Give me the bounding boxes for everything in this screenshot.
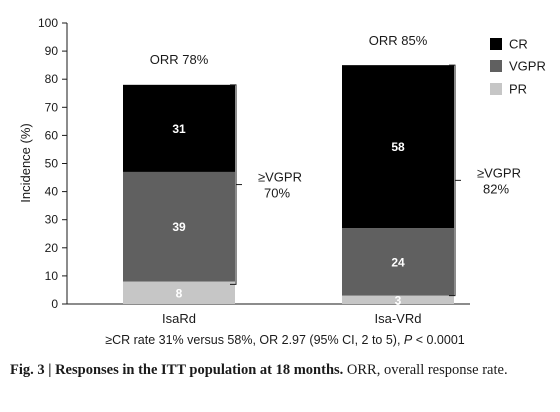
bar-segment-cr (342, 65, 454, 229)
legend-label-pr: PR (509, 82, 527, 97)
y-tick-label: 30 (45, 213, 59, 227)
bar-segment-vgpr (123, 171, 235, 282)
data-label-cr: 31 (172, 122, 186, 136)
y-tick-label: 90 (45, 44, 59, 58)
y-axis: 0 10 20 30 40 50 60 70 80 90 100 (38, 16, 68, 311)
legend-label-cr: CR (509, 37, 528, 52)
chart-footnote: ≥CR rate 31% versus 58%, OR 2.97 (95% CI… (105, 333, 465, 347)
bar-segment-cr (123, 84, 235, 172)
legend: CR VGPR PR (490, 37, 546, 97)
legend-swatch-cr (490, 38, 502, 50)
legend-swatch-pr (490, 83, 502, 95)
bar-segment-pr (123, 281, 235, 304)
y-axis-label: Incidence (%) (18, 123, 33, 202)
y-tick-label: 70 (45, 100, 59, 114)
data-label-pr: 8 (176, 286, 183, 300)
bars: 8 39 31 IsaRd 3 24 58 Isa-VRd (123, 65, 454, 326)
orr-label: ORR 78% (150, 52, 209, 67)
data-label-vgpr: 24 (391, 255, 405, 269)
x-tick-label: IsaRd (162, 311, 196, 326)
vgpr-bracket-label: ≥VGPR (477, 165, 521, 180)
figure-caption: Fig. 3 | Responses in the ITT population… (10, 360, 550, 381)
footnote-p-value: < 0.0001 (412, 333, 465, 347)
figure-label: Fig. 3 | Responses in the ITT population… (10, 362, 344, 378)
stacked-bar-chart: 0 10 20 30 40 50 60 70 80 90 100 Incidence (%) 8 39… (18, 16, 546, 347)
data-label-cr: 58 (391, 140, 405, 154)
bar-segment-vgpr (342, 228, 454, 296)
y-ticks: 0 10 20 30 40 50 60 70 80 90 100 (38, 16, 67, 311)
legend-swatch-vgpr (490, 60, 502, 72)
x-tick-label: Isa-VRd (375, 311, 422, 326)
data-label-pr: 3 (395, 293, 402, 307)
y-tick-label: 80 (45, 72, 59, 86)
y-tick-label: 50 (45, 157, 59, 171)
vgpr-bracket-label: 70% (264, 186, 290, 201)
y-tick-label: 40 (45, 185, 59, 199)
figure-caption-text: ORR, overall response rate. (343, 362, 508, 378)
y-tick-label: 20 (45, 241, 59, 255)
y-tick-label: 0 (51, 297, 58, 311)
vgpr-bracket-label: ≥VGPR (258, 170, 302, 185)
footnote-p: P (404, 333, 413, 347)
orr-label: ORR 85% (369, 33, 428, 48)
y-tick-label: 60 (45, 128, 59, 142)
y-tick-label: 10 (45, 269, 59, 283)
vgpr-bracket-label: 82% (483, 181, 509, 196)
bar-segment-pr (342, 295, 454, 304)
legend-label-vgpr: VGPR (509, 59, 546, 74)
y-tick-label: 100 (38, 16, 58, 30)
footnote-text: ≥CR rate 31% versus 58%, OR 2.97 (95% CI… (105, 333, 404, 347)
data-label-vgpr: 39 (172, 220, 186, 234)
